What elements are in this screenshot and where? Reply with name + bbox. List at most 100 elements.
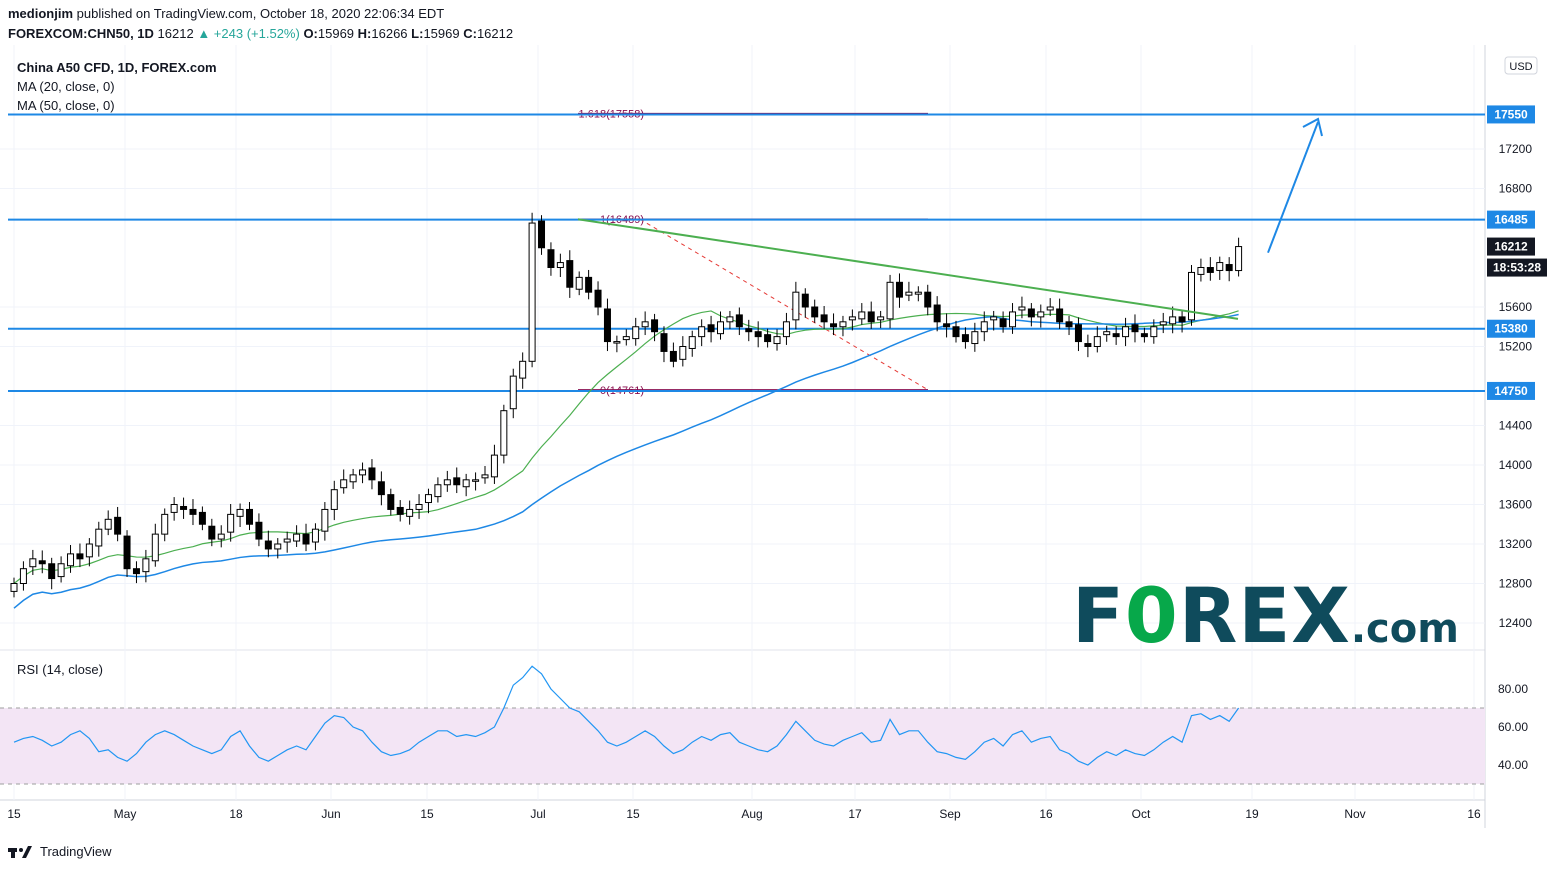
candle-body [1027,308,1035,318]
candle-body [651,319,659,333]
price-tick-label: 13600 [1499,498,1533,512]
time-tick-label: Sep [939,807,961,821]
candle-body [811,306,819,318]
candle-body [208,525,216,540]
tradingview-footer[interactable]: TradingView [8,844,112,859]
candle-body [1131,324,1139,333]
candle-body [980,321,988,333]
open-value: 15969 [317,26,355,41]
time-tick-label: 15 [7,807,21,821]
candle-body [368,467,376,481]
candle-body [76,553,84,560]
price-label-text: 15380 [1494,322,1528,336]
candle-body [830,323,838,328]
candle-body [1235,246,1243,272]
price-axis[interactable]: 12400 12800 13200 13600 14000 14400 15200 15600… [1499,142,1533,630]
candle-body [1103,331,1111,336]
price-tick-label: 12800 [1499,577,1533,591]
candle-body [999,318,1007,328]
candle-body [764,334,772,343]
candle-body [302,533,310,545]
candle-body [782,321,790,338]
candle-body [283,538,291,543]
last-price: 16212 [157,26,194,41]
candle-body [500,410,508,456]
candle-body [990,316,998,321]
candle-body [933,304,941,323]
high-value: 16266 [371,26,408,41]
trend-drawings [577,117,1323,320]
candles [10,212,1243,598]
candle-body [359,469,367,476]
rsi-legend: RSI (14, close) [17,662,103,677]
candle-body [104,518,112,530]
rsi-line-group [13,665,1240,766]
candle-body [641,321,649,328]
candle-body [453,477,461,486]
candle-body [679,346,687,360]
candle-body [519,360,527,379]
candle-body [1037,311,1045,318]
descending-trendline [577,218,1239,320]
high-label: H: [357,26,372,41]
candle-body [85,543,93,558]
candle-body [839,321,847,328]
price-label-text: 14750 [1494,384,1528,398]
candle-body [227,513,235,533]
candle-body [443,479,451,486]
candle-body [472,479,480,482]
candle-body [236,508,244,517]
candle-body [151,533,159,562]
candle-body [961,334,969,343]
price-label-box [1487,381,1535,400]
ma50-line [13,313,1239,609]
symbol-name[interactable]: FOREXCOM:CHN50, 1D [8,26,154,41]
close-value: 16212 [476,26,514,41]
main-pane[interactable] [0,45,1485,650]
candle-body [717,321,724,335]
candle-body [377,481,385,496]
candle-body [547,249,555,269]
rsi-band [0,707,1485,785]
candle-body [1046,306,1054,311]
rsi-line [13,665,1240,766]
candle-body [952,326,960,338]
logo-o: 0 [1124,571,1179,660]
candle-body [509,375,517,410]
candle-body [142,558,150,573]
candle-body [735,314,743,328]
candle-body [971,331,979,345]
candle-body [95,528,103,547]
candle-body [1150,326,1158,338]
legend-title: China A50 CFD, 1D, FOREX.com [17,60,217,75]
currency-badge[interactable] [1504,56,1538,75]
rsi-tick-label: 40.00 [1498,758,1528,772]
candle-body [556,262,564,268]
rsi-band-fill [0,708,1485,784]
rsi-axis[interactable]: 40.00 60.00 80.00 [1498,682,1528,772]
time-tick-label: Oct [1132,807,1151,821]
candle-body [29,558,37,568]
candle-body [340,479,348,489]
time-tick-label: Jun [321,807,340,821]
candle-body [867,311,875,323]
time-axis[interactable]: 15 May 18 Jun 15 Jul 15 Aug 17 Sep 16 Oct 19 Nov 16 [7,807,1481,821]
rsi-tick-label: 60.00 [1498,720,1528,734]
time-tick-label: 19 [1245,807,1259,821]
candle-body [603,308,611,343]
candle-body [19,568,27,584]
candle-body [198,511,206,525]
candle-body [848,316,856,321]
candle-body [424,494,432,504]
candle-body [1169,316,1177,325]
forex-logo: F0REX.com [1072,578,1459,654]
price-labels: 17550 16485 16212 15380 14750 18:53:28 [1487,105,1547,400]
candle-body [123,535,131,570]
author-name[interactable]: medionjim [8,6,74,21]
low-value: 15969 [423,26,460,41]
candle-body [10,583,18,592]
publish-info: medionjim published on TradingView.com, … [8,6,444,21]
time-tick-label: 17 [848,807,862,821]
candle-body [660,333,668,352]
